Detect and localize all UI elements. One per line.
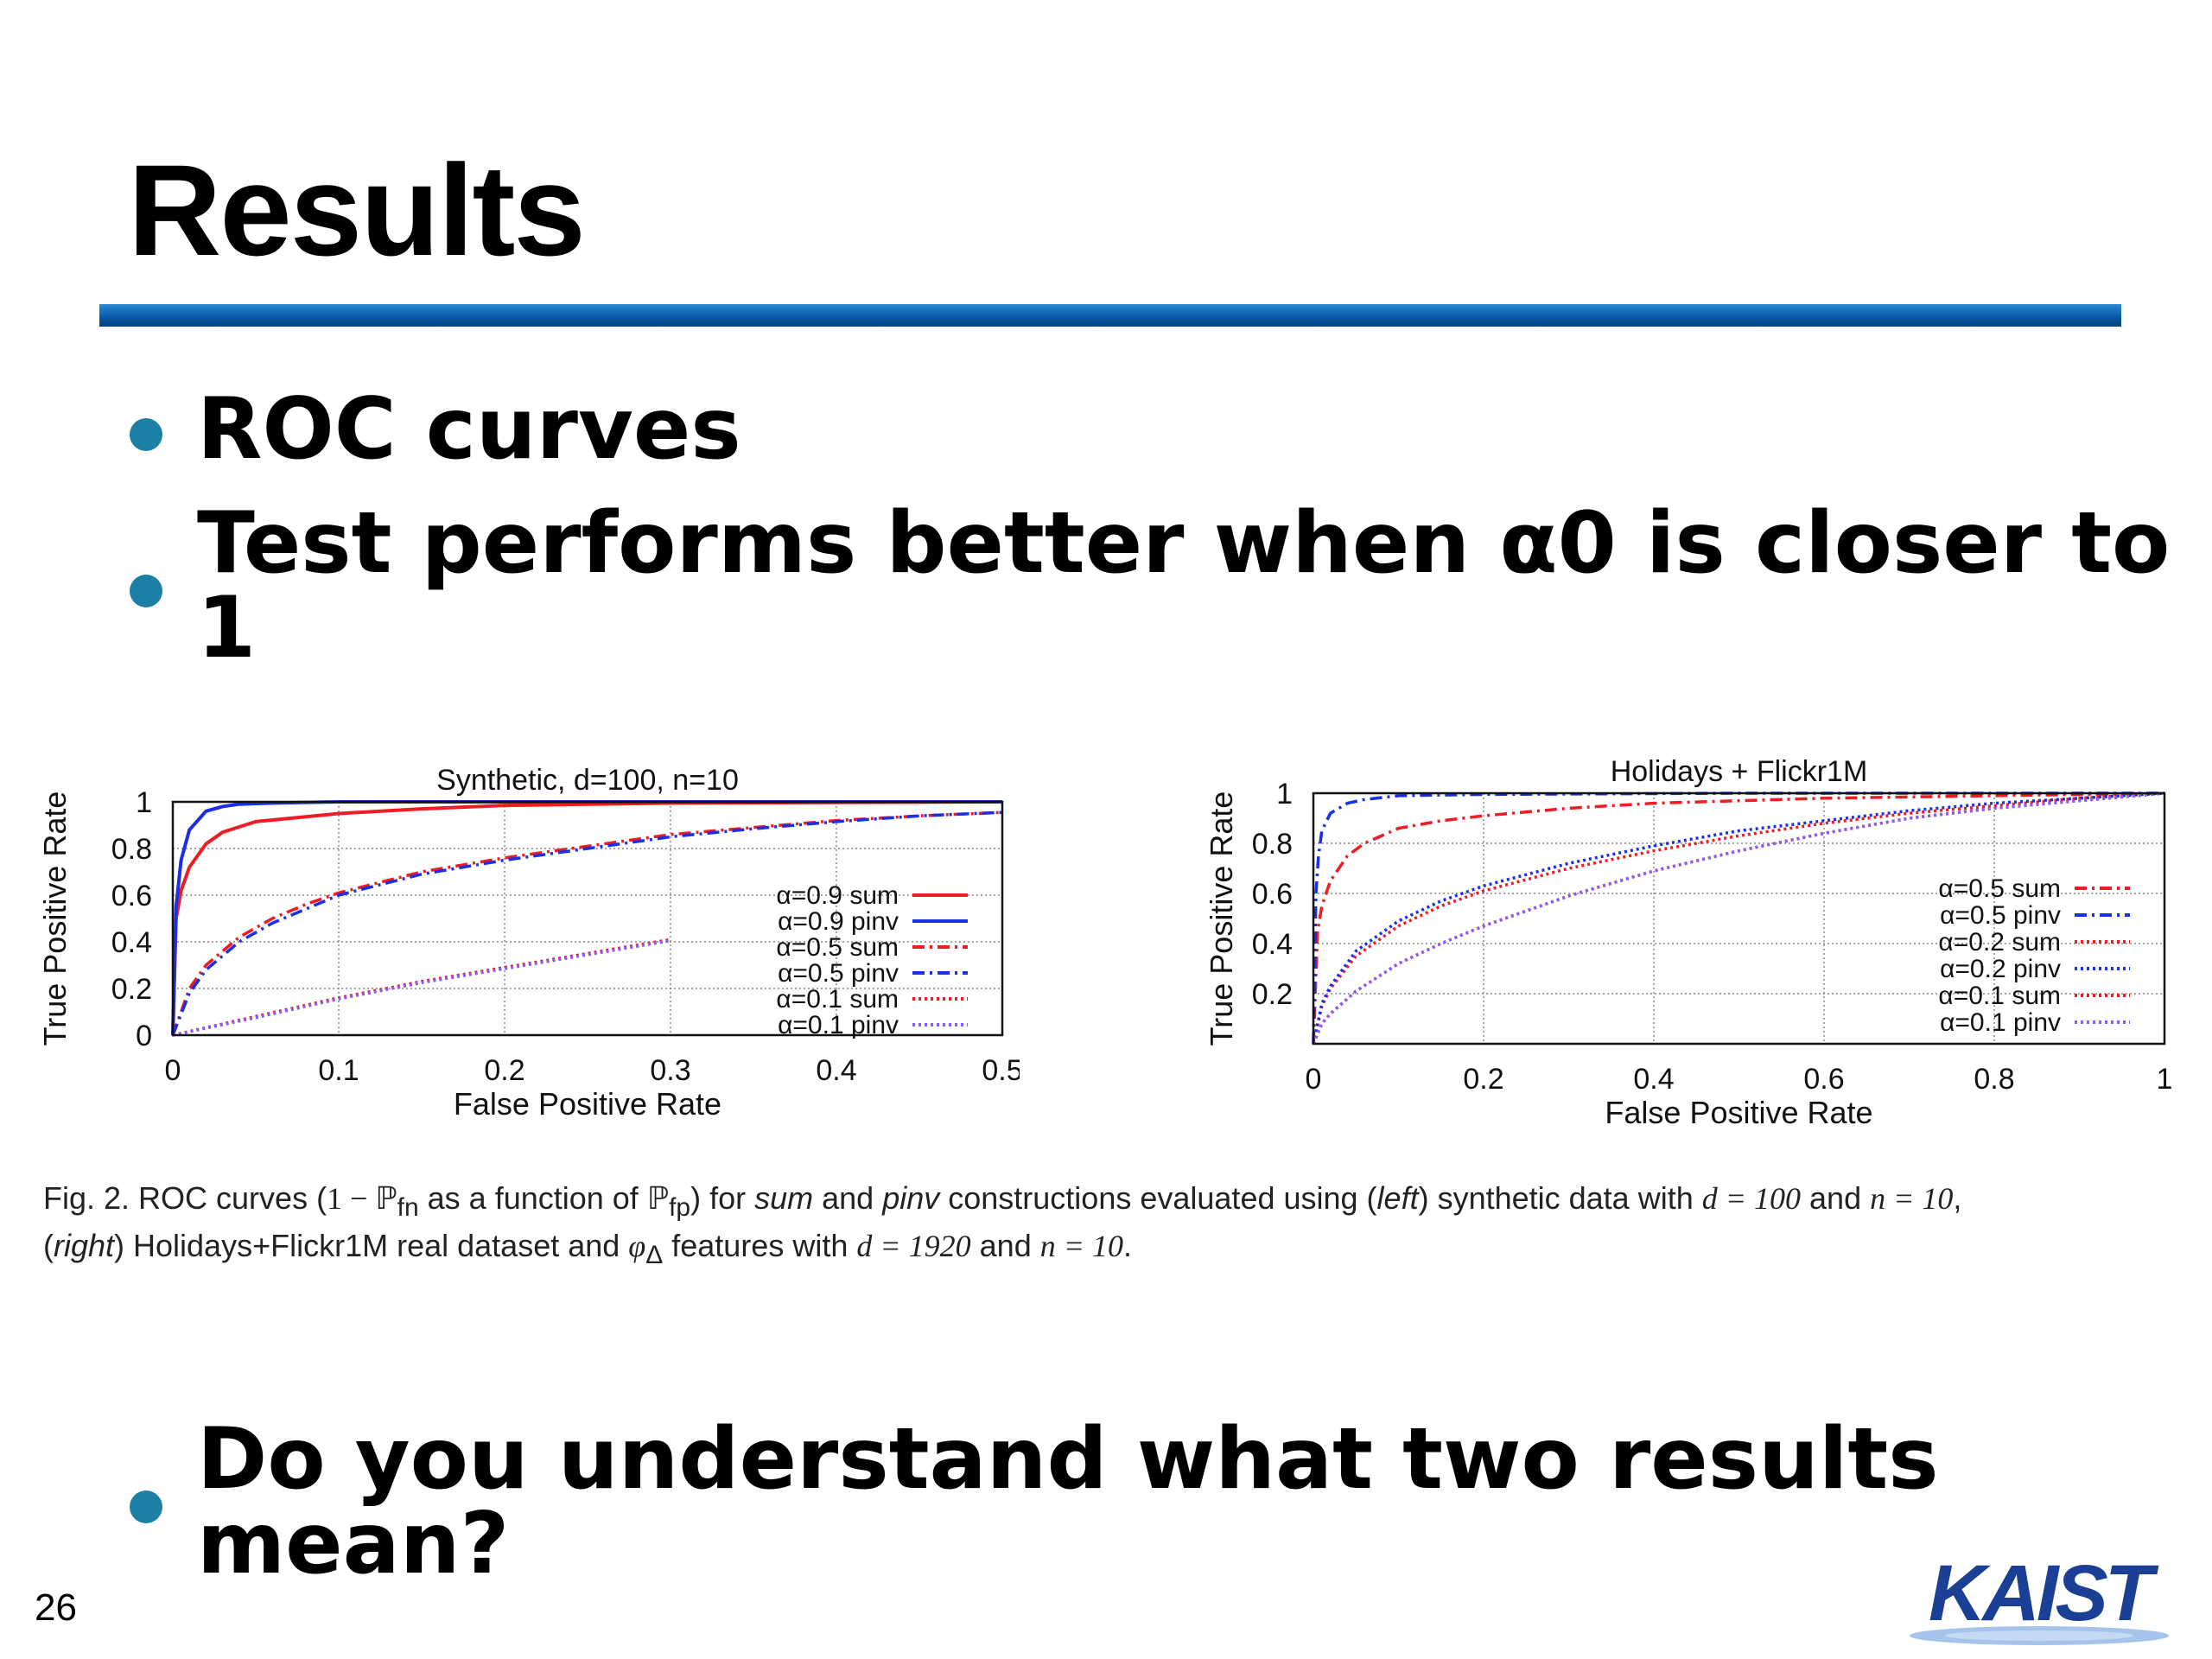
series-line-0 <box>171 800 1003 1036</box>
legend-label: α=0.5 pinv <box>1940 901 2061 930</box>
x-axis-label: False Positive Rate <box>454 1086 721 1122</box>
chart-title: Synthetic, d=100, n=10 <box>436 764 739 797</box>
x-tick-label: 0 <box>1306 1063 1322 1096</box>
x-tick-label: 0.5 <box>982 1054 1020 1087</box>
y-tick-label: 0.8 <box>111 833 152 866</box>
x-tick-label: 0.2 <box>1463 1063 1503 1096</box>
legend-label: α=0.2 pinv <box>1940 955 2061 983</box>
legend-label: α=0.1 sum <box>776 985 899 1014</box>
figure-caption: Fig. 2. ROC curves (1 − ℙfn as a functio… <box>43 1179 2177 1274</box>
bullet-roc-curves: ROC curves <box>130 387 741 472</box>
legend-label: α=0.1 sum <box>1938 982 2061 1010</box>
legend-label: α=0.9 pinv <box>778 907 899 936</box>
bullet-text: ROC curves <box>197 380 741 479</box>
bullet-dot-icon <box>130 575 162 607</box>
y-axis-label: True Positive Rate <box>1204 791 1239 1046</box>
legend-label: α=0.2 sum <box>1938 928 2061 957</box>
series-line-2 <box>1312 791 2165 1045</box>
legend-label: α=0.5 sum <box>1938 874 2061 903</box>
legend-label: α=0.5 pinv <box>778 959 899 988</box>
x-tick-label: 0.4 <box>1633 1063 1674 1096</box>
bullet-test-performance: Test performs better when α0 is closer t… <box>130 501 2212 671</box>
series-line-3 <box>171 810 1003 1036</box>
y-tick-label: 0.4 <box>1252 928 1293 961</box>
series-line-1 <box>1312 791 2164 1045</box>
x-tick-label: 0.8 <box>1974 1063 2014 1096</box>
series-line-5 <box>1312 791 2165 1045</box>
x-axis-label: False Positive Rate <box>1605 1095 1872 1130</box>
bullet-text: Test performs better when α0 is closer t… <box>197 494 2171 677</box>
legend-label: α=0.5 sum <box>776 933 899 962</box>
caption-line-2: (right) Holidays+Flickr1M real dataset a… <box>43 1228 1133 1270</box>
legend-label: α=0.1 pinv <box>1940 1008 2061 1037</box>
series-line-3 <box>1312 791 2165 1045</box>
bullet-dot-icon <box>130 418 162 451</box>
y-tick-label: 0.6 <box>1252 878 1293 911</box>
x-tick-label: 1 <box>2157 1063 2173 1096</box>
y-tick-label: 0.4 <box>111 926 152 959</box>
x-tick-label: 0.1 <box>318 1054 359 1087</box>
svg-text:KAIST: KAIST <box>1929 1549 2159 1637</box>
bullet-question: Do you understand what two results mean? <box>130 1417 2212 1586</box>
x-tick-label: 0.6 <box>1803 1063 1844 1096</box>
series-line-5 <box>172 938 671 1037</box>
chart-title: Holidays + Flickr1M <box>1611 755 1868 788</box>
roc-chart-synthetic: Synthetic, d=100, n=10 0 0.1 0.2 0.3 0.4 0.5 0 0… <box>37 764 1020 1122</box>
series-line-0 <box>1312 791 2165 1045</box>
y-axis-label: True Positive Rate <box>37 791 73 1046</box>
slide-title: Results <box>128 137 586 283</box>
bullet-text: Do you understand what two results mean? <box>197 1410 1939 1593</box>
kaist-logo: KAIST <box>1910 1549 2169 1645</box>
x-tick-label: 0.2 <box>484 1054 524 1087</box>
y-tick-label: 1 <box>1276 778 1293 810</box>
y-tick-label: 0 <box>136 1020 152 1052</box>
y-tick-label: 0.2 <box>111 973 152 1006</box>
roc-chart-holidays: Holidays + Flickr1M 0 0.2 0.4 0.6 0.8 1 0.2 0.4 0… <box>1204 755 2173 1130</box>
x-tick-label: 0.4 <box>816 1054 856 1087</box>
bullet-dot-icon <box>130 1491 162 1523</box>
legend-label: α=0.9 sum <box>776 881 899 910</box>
page-number: 26 <box>35 1586 77 1629</box>
y-tick-label: 1 <box>136 786 152 819</box>
caption-line-1: Fig. 2. ROC curves (1 − ℙfn as a functio… <box>43 1180 1962 1223</box>
title-divider <box>99 304 2121 327</box>
plot-frame <box>1312 791 2166 1046</box>
x-tick-label: 0 <box>165 1054 181 1087</box>
y-tick-label: 0.8 <box>1252 828 1293 861</box>
x-tick-label: 0.3 <box>650 1054 690 1087</box>
plot-frame <box>171 800 1004 1037</box>
y-tick-label: 0.2 <box>1252 978 1293 1011</box>
y-tick-label: 0.6 <box>111 880 152 912</box>
